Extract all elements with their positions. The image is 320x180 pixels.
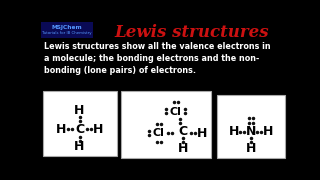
Text: Cl: Cl bbox=[153, 128, 164, 138]
Text: H: H bbox=[74, 104, 85, 117]
Text: Cl: Cl bbox=[170, 107, 181, 117]
Bar bbox=[121, 91, 211, 158]
Text: C: C bbox=[179, 125, 188, 138]
Text: C: C bbox=[75, 123, 84, 136]
Text: MSJChem: MSJChem bbox=[51, 25, 82, 30]
Bar bbox=[43, 91, 117, 156]
Text: H: H bbox=[178, 142, 188, 155]
Text: Lewis structures: Lewis structures bbox=[115, 24, 269, 41]
Text: N: N bbox=[246, 125, 256, 138]
Text: H: H bbox=[56, 123, 66, 136]
Text: H: H bbox=[93, 123, 103, 136]
Text: H: H bbox=[228, 125, 239, 138]
Text: H: H bbox=[197, 127, 207, 140]
Bar bbox=[217, 95, 285, 158]
Text: H: H bbox=[246, 142, 256, 155]
Text: H: H bbox=[263, 125, 273, 138]
Bar bbox=[41, 22, 93, 38]
Text: H: H bbox=[74, 140, 85, 153]
Text: Tutorials for IB Chemistry: Tutorials for IB Chemistry bbox=[42, 31, 91, 35]
Text: Lewis structures show all the valence electrons in
a molecule; the bonding elect: Lewis structures show all the valence el… bbox=[44, 42, 270, 75]
